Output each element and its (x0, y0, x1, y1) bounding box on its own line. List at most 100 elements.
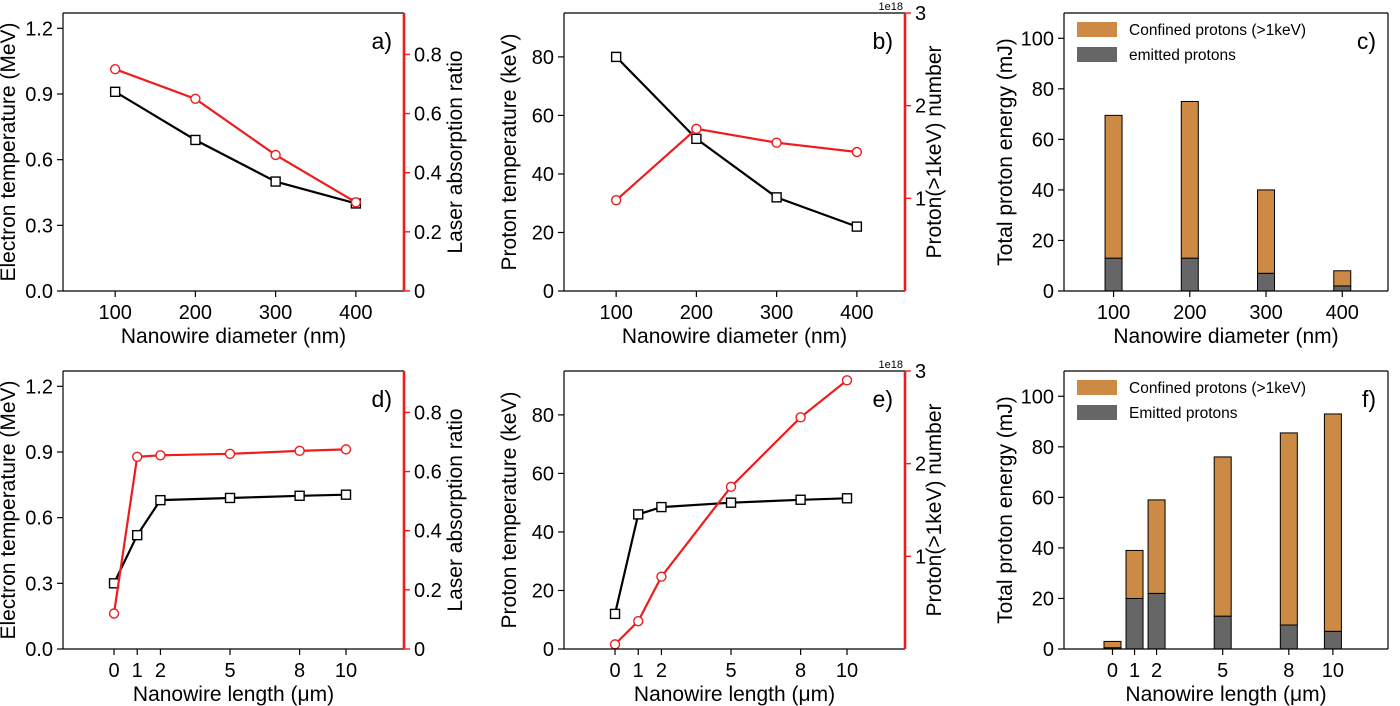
legend-label-confined: Confined protons (>1keV) (1129, 22, 1306, 39)
bar-confined-2 (1147, 499, 1166, 594)
bar-confined-0 (1103, 640, 1122, 649)
series-line-right (114, 68, 357, 204)
y2-offset-label: 1e18 (879, 1, 903, 13)
series-line-right (615, 127, 858, 202)
y-tick-label: 20 (532, 580, 554, 602)
marker-circle (108, 608, 120, 619)
panel-label: d) (372, 386, 392, 412)
marker-square (190, 134, 201, 146)
marker-circle (610, 194, 622, 206)
legend-label-emitted: emitted protons (1129, 47, 1236, 64)
y2-tick-label: 3 (915, 3, 926, 25)
bar-confined-8 (1279, 432, 1298, 626)
marker-square (132, 529, 143, 541)
y2-tick-label: 0 (414, 639, 425, 661)
y-tick-label: 0.3 (25, 215, 53, 237)
y2-tick-label: 0.6 (414, 104, 442, 126)
marker-square (270, 176, 281, 187)
marker-circle (132, 451, 143, 462)
x-tick-label: 8 (294, 660, 305, 682)
series-line-right (112, 448, 347, 614)
x-tick-label: 0 (1107, 660, 1118, 682)
y-axis-label: Proton temperature (keV) (498, 34, 521, 271)
y-tick-label: 80 (532, 405, 554, 427)
panel-label: e) (873, 386, 893, 412)
x-tick-label: 300 (760, 302, 793, 324)
y-tick-label: 0 (1043, 639, 1054, 661)
marker-square (725, 497, 737, 508)
x-tick-label: 400 (1326, 302, 1359, 324)
x-tick-label: 200 (1173, 302, 1206, 324)
marker-square (109, 86, 121, 98)
x-axis-label: Nanowire length (μm) (133, 683, 334, 706)
y2-tick-label: 0.2 (414, 222, 442, 244)
bar-emitted-1 (1125, 597, 1144, 650)
bar-confined-1 (1125, 549, 1144, 599)
y-tick-label: 0 (1043, 281, 1054, 303)
y-axis-label: Proton temperature (keV) (498, 392, 521, 629)
marker-square (610, 51, 622, 63)
marker-circle (340, 444, 352, 455)
bar-emitted-10 (1323, 630, 1342, 650)
y-tick-label: 0.3 (25, 573, 53, 595)
y2-axis-label: Laser absorption ratio (444, 50, 467, 253)
x-axis-label: Nanowire diameter (nm) (622, 325, 847, 348)
y-tick-label: 40 (1032, 180, 1054, 202)
x-tick-label: 5 (224, 660, 235, 682)
y2-offset-label: 1e18 (879, 359, 903, 371)
panel-label: c) (1357, 28, 1376, 54)
x-tick-label: 8 (795, 660, 806, 682)
y2-tick-label: 1 (915, 188, 926, 210)
x-tick-label: 200 (680, 302, 713, 324)
x-tick-label: 100 (1097, 302, 1130, 324)
y-tick-label: 1.2 (25, 376, 53, 398)
y-tick-label: 0 (543, 639, 554, 661)
marker-circle (190, 93, 201, 104)
marker-square (155, 494, 166, 506)
y2-tick-label: 0.4 (414, 521, 442, 543)
legend-swatch-confined (1077, 380, 1117, 395)
bar-emitted-200 (1180, 257, 1199, 292)
x-tick-label: 1 (132, 660, 143, 682)
y-tick-label: 40 (532, 522, 554, 544)
y2-tick-label: 0.4 (414, 163, 442, 185)
y-tick-label: 40 (532, 164, 554, 186)
bar-confined-100 (1104, 114, 1123, 259)
y-tick-label: 0.6 (25, 150, 53, 172)
x-tick-label: 400 (840, 302, 873, 324)
series-line-left (613, 497, 848, 615)
series-line-left (615, 56, 858, 228)
bar-confined-5 (1213, 456, 1232, 617)
x-tick-label: 10 (836, 660, 858, 682)
y2-tick-label: 3 (915, 361, 926, 383)
y-tick-label: 100 (1021, 386, 1054, 408)
y-axis-label: Electron temperature (MeV) (0, 22, 20, 281)
x-tick-label: 1 (1129, 660, 1140, 682)
marker-square (609, 608, 621, 620)
y-tick-label: 0.9 (25, 84, 53, 106)
x-tick-label: 5 (725, 660, 736, 682)
y2-tick-label: 0.6 (414, 462, 442, 484)
legend-swatch-emitted (1077, 405, 1117, 420)
x-tick-label: 200 (179, 302, 212, 324)
series-line-left (114, 90, 357, 205)
x-tick-label: 8 (1283, 660, 1294, 682)
y-tick-label: 60 (1032, 487, 1054, 509)
marker-square (851, 221, 863, 232)
marker-circle (841, 375, 853, 386)
x-tick-label: 0 (609, 660, 620, 682)
marker-square (771, 192, 782, 203)
panel-f: Confined protons (>1keV) Emitted protons 0… (994, 370, 1389, 706)
y-tick-label: 60 (532, 105, 554, 127)
legend-label-emitted: Emitted protons (1129, 405, 1238, 422)
y-tick-label: 0.9 (25, 442, 53, 464)
panel-label: f) (1362, 386, 1376, 412)
y-tick-label: 20 (532, 222, 554, 244)
panel-c: Confined protons (>1keV) emitted protons 1… (994, 12, 1389, 348)
x-tick-label: 10 (1322, 660, 1344, 682)
legend-swatch-confined (1077, 22, 1117, 37)
bar-emitted-400 (1333, 285, 1352, 292)
